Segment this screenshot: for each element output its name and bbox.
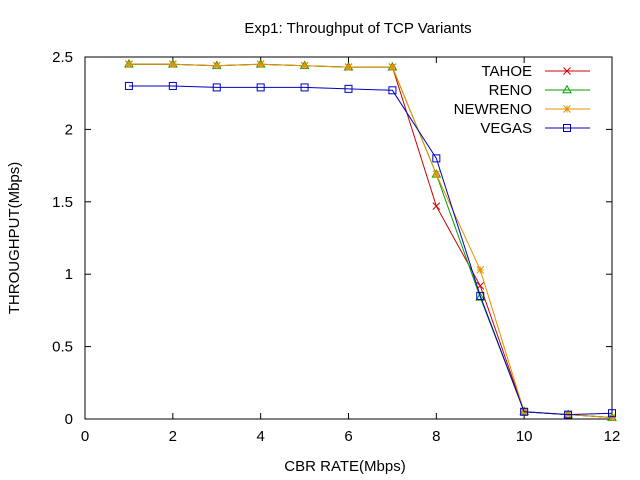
legend-entry-newreno: NEWRENO [454,101,590,118]
axis-ticks: 0 2 4 6 8 10 12 0 0.5 1 1.5 2 2.5 [52,49,620,445]
data-point-newreno [344,63,353,71]
series-line-reno [128,63,613,419]
data-point-vegas [564,410,573,419]
legend-label-tahoe: TAHOE [481,63,532,80]
data-point-vegas [388,86,397,95]
data-point-vegas [344,84,353,93]
series-line-vegas [128,85,613,416]
legend-entry-vegas: VEGAS [480,120,590,137]
x-tick-label: 12 [604,428,621,445]
data-point-tahoe [432,202,441,210]
data-point-vegas [520,407,529,416]
data-point-vegas [608,409,616,418]
data-point-newreno [125,60,133,69]
legend-label-vegas: VEGAS [480,120,532,137]
y-tick-label: 0 [65,411,73,428]
series-tahoe [125,60,616,422]
data-point-newreno [300,61,309,70]
data-point-reno [475,292,486,301]
legend-label-newreno: NEWRENO [454,101,532,118]
legend-marker-vegas [563,124,571,132]
legend: TAHOE RENO NEWRENO VEGAS [454,63,590,137]
data-point-vegas [256,83,265,92]
data-point-vegas [432,154,441,163]
legend-entry-reno: RENO [489,82,590,99]
data-point-vegas [300,83,309,92]
chart-title: Exp1: Throughput of TCP Variants [244,20,471,37]
x-tick-label: 10 [516,428,533,445]
series-newreno [125,60,616,422]
series-layer [124,59,617,422]
y-tick-label: 2 [65,121,73,138]
series-vegas [124,81,616,419]
y-tick-label: 0.5 [52,339,73,356]
series-line-newreno [128,63,613,419]
data-point-newreno [256,60,265,69]
legend-entry-tahoe: TAHOE [481,63,590,80]
legend-marker-tahoe [563,67,571,75]
data-point-newreno [432,170,441,179]
data-point-newreno [476,266,485,274]
x-tick-label: 8 [432,428,440,445]
y-tick-label: 1.5 [52,194,73,211]
series-reno [124,59,617,421]
x-tick-label: 6 [344,428,352,445]
x-tick-label: 0 [81,428,89,445]
data-point-vegas [212,83,221,92]
data-point-newreno [608,413,616,422]
data-point-newreno [212,61,221,70]
series-line-tahoe [128,63,613,419]
data-point-newreno [168,60,177,69]
data-point-newreno [388,63,397,71]
y-axis-label: THROUGHPUT(Mbps) [6,162,23,315]
data-point-vegas [476,291,485,300]
data-point-vegas [168,81,177,90]
x-tick-label: 4 [256,428,264,445]
x-axis-label: CBR RATE(Mbps) [284,458,405,475]
y-tick-label: 2.5 [52,49,73,66]
legend-marker-newreno [563,105,571,113]
plot-frame [84,56,613,420]
legend-label-reno: RENO [489,82,532,99]
legend-marker-reno [562,84,572,94]
data-point-vegas [124,81,133,90]
x-tick-label: 2 [169,428,177,445]
y-tick-label: 1 [65,266,73,283]
